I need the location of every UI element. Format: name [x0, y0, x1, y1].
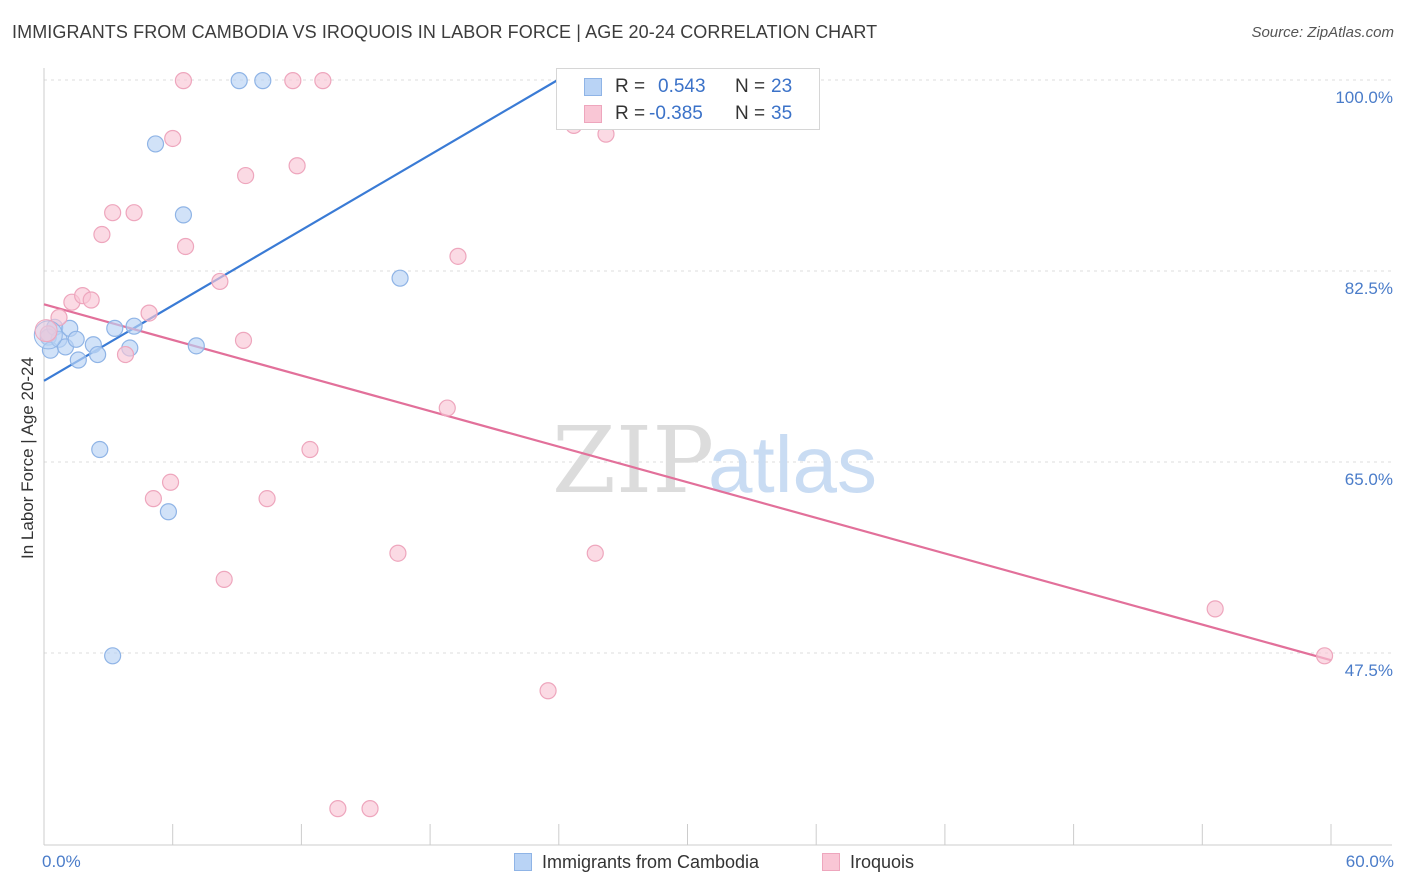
n-label: N = — [735, 103, 766, 124]
trend-line-cambodia — [43, 79, 558, 382]
n-value-iroquois: 35 — [771, 103, 793, 124]
r-label: R = — [615, 103, 646, 124]
data-point-iroquois — [329, 800, 347, 818]
data-point-iroquois — [284, 72, 302, 90]
axes — [43, 68, 1392, 846]
data-point-cambodia — [106, 319, 124, 337]
data-point-iroquois — [215, 570, 233, 589]
data-point-cambodia — [159, 503, 178, 521]
y-tick-label: 47.5% — [1345, 661, 1393, 680]
legend-label-cambodia: Immigrants from Cambodia — [542, 852, 760, 872]
y-tick-label: 82.5% — [1345, 279, 1393, 298]
data-point-iroquois — [438, 399, 456, 417]
data-point-cambodia — [69, 351, 87, 369]
r-label: R = — [615, 76, 646, 97]
x-tick-label-max: 60.0% — [1345, 852, 1394, 871]
data-point-cambodia — [33, 320, 63, 350]
legend-item-iroquois: Iroquois — [822, 852, 914, 873]
data-point-iroquois — [140, 304, 158, 322]
data-point-cambodia — [146, 135, 165, 153]
data-point-cambodia — [187, 337, 205, 355]
data-point-iroquois — [82, 291, 100, 309]
data-point-iroquois — [586, 544, 604, 562]
data-point-cambodia — [91, 440, 109, 459]
data-point-iroquois — [288, 157, 306, 175]
data-point-cambodia — [67, 330, 85, 348]
n-value-cambodia: 23 — [771, 76, 793, 97]
data-point-iroquois — [258, 490, 276, 508]
data-point-cambodia — [104, 647, 122, 665]
data-point-iroquois — [144, 490, 162, 508]
data-point-cambodia — [125, 317, 143, 335]
trend-line-iroquois — [43, 303, 1332, 662]
data-point-iroquois — [237, 166, 255, 185]
y-tick-label: 65.0% — [1345, 470, 1393, 489]
watermark-zip: ZIP — [552, 407, 714, 514]
data-point-iroquois — [125, 204, 143, 222]
data-point-iroquois — [539, 682, 557, 700]
grid-lines — [44, 79, 1392, 654]
data-point-iroquois — [449, 247, 467, 265]
data-point-cambodia — [254, 72, 272, 90]
data-points — [33, 72, 1334, 818]
data-point-iroquois — [234, 331, 253, 349]
data-point-iroquois — [93, 225, 111, 244]
data-point-cambodia — [391, 269, 409, 287]
legend-label-iroquois: Iroquois — [850, 852, 915, 872]
trend-lines — [43, 79, 1332, 662]
data-point-cambodia — [230, 72, 248, 90]
data-point-iroquois — [1206, 600, 1224, 618]
legend-swatch-pink — [584, 105, 602, 123]
source-credit: Source: ZipAtlas.com — [1251, 24, 1394, 41]
data-point-iroquois — [104, 204, 122, 222]
data-point-iroquois — [301, 440, 319, 459]
r-value-cambodia: 0.543 — [658, 76, 706, 97]
data-point-iroquois — [116, 345, 135, 364]
y-tick-labels: 100.0% 82.5% 65.0% 47.5% — [1335, 88, 1393, 680]
legend-swatch-blue — [584, 78, 602, 96]
data-point-iroquois — [211, 272, 229, 291]
legend-swatch-cambodia — [514, 853, 532, 871]
data-point-iroquois — [361, 800, 379, 818]
r-value-iroquois: -0.385 — [649, 103, 703, 124]
chart-title: IMMIGRANTS FROM CAMBODIA VS IROQUOIS IN … — [12, 22, 878, 42]
legend-item-cambodia: Immigrants from Cambodia — [514, 852, 759, 873]
n-label: N = — [735, 76, 766, 97]
data-point-iroquois — [176, 237, 195, 256]
watermark-atlas: atlas — [708, 420, 877, 509]
legend-swatch-iroquois — [822, 853, 840, 871]
correlation-legend: R = 0.543 N = 23 R = -0.385 N = 35 — [556, 68, 820, 130]
data-point-iroquois — [34, 319, 58, 343]
y-axis-label: In Labor Force | Age 20-24 — [18, 357, 37, 559]
data-point-iroquois — [389, 544, 407, 562]
data-point-iroquois — [174, 72, 193, 90]
data-point-iroquois — [161, 473, 180, 491]
data-point-cambodia — [174, 206, 193, 224]
y-tick-label: 100.0% — [1335, 88, 1393, 107]
x-tick-label-min: 0.0% — [42, 852, 81, 871]
data-point-iroquois — [164, 129, 182, 148]
data-point-iroquois — [1315, 647, 1334, 665]
data-point-iroquois — [314, 72, 332, 90]
data-point-cambodia — [89, 345, 107, 364]
